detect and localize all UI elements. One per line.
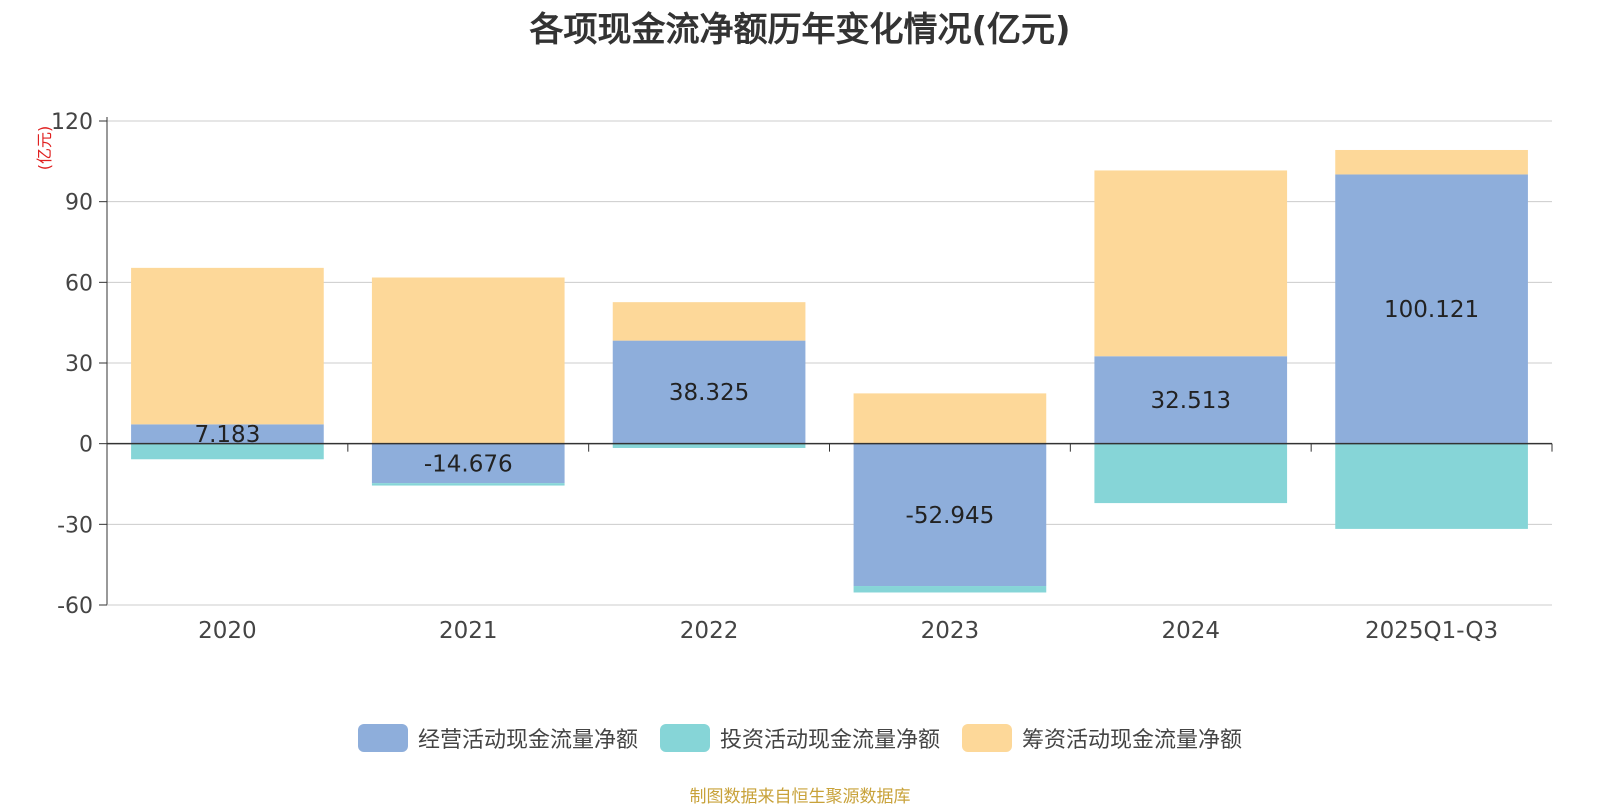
y-tick-label: -60 [57,594,93,619]
legend-swatch-financing [962,724,1012,752]
bar-s2-2021 [371,277,565,444]
x-tick-label: 2020 [198,618,257,644]
legend-item-investing[interactable]: 投资活动现金流量净额 [659,722,940,754]
y-tick-label: -30 [57,513,93,538]
legend-swatch-investing [659,724,710,752]
x-tick-label: 2021 [439,618,498,644]
data-label: 32.513 [1151,388,1231,414]
x-tick-label: 2023 [921,618,980,644]
legend-label-investing: 投资活动现金流量净额 [719,728,940,753]
bar-s1-2020 [131,443,324,460]
bar-s1-2021 [371,483,565,486]
bar-s0-2025Q1-Q3 [1335,174,1528,444]
legend-label-financing: 筹资活动现金流量净额 [1022,728,1243,753]
legend-item-operating[interactable]: 经营活动现金流量净额 [357,722,638,754]
bar-s1-2022 [612,443,806,448]
bar-s2-2025Q1-Q3 [1335,149,1528,175]
bar-s0-2024 [1094,356,1288,444]
y-tick-label: 120 [51,110,93,135]
x-tick-label: 2025Q1-Q3 [1365,618,1498,644]
y-tick-label: 60 [65,271,93,296]
bar-s0-2020 [131,424,324,444]
y-tick-label: 30 [65,352,93,377]
legend-swatch-operating [357,724,408,752]
legend-label-operating: 经营活动现金流量净额 [417,728,638,753]
data-label: -14.676 [424,451,513,477]
bar-s1-2024 [1094,443,1288,504]
legend-item-financing[interactable]: 筹资活动现金流量净额 [962,722,1242,754]
bar-s2-2022 [612,302,806,341]
data-label: -52.945 [906,503,995,529]
bar-s2-2024 [1094,170,1288,357]
data-label: 100.121 [1384,297,1479,323]
legend: 经营活动现金流量净额 投资活动现金流量净额 筹资活动现金流量净额 [0,722,1600,754]
bar-s1-2025Q1-Q3 [1335,443,1528,529]
source-note: 制图数据来自恒生聚源数据库 [689,787,911,807]
bar-s0-2022 [612,340,806,444]
y-tick-label: 0 [79,433,93,458]
bar-s0-2023 [853,443,1047,587]
bar-s1-2023 [853,586,1047,593]
chart-title: 各项现金流净额历年变化情况(亿元) [529,10,1071,50]
bar-s0-2021 [371,443,565,484]
x-tick-label: 2024 [1161,618,1220,644]
y-axis-unit-label: (亿元) [35,126,54,171]
data-label: 38.325 [669,380,749,406]
x-tick-label: 2022 [680,618,739,644]
y-tick-label: 90 [65,191,93,216]
bar-s2-2023 [853,393,1047,444]
bar-s2-2020 [131,267,324,425]
